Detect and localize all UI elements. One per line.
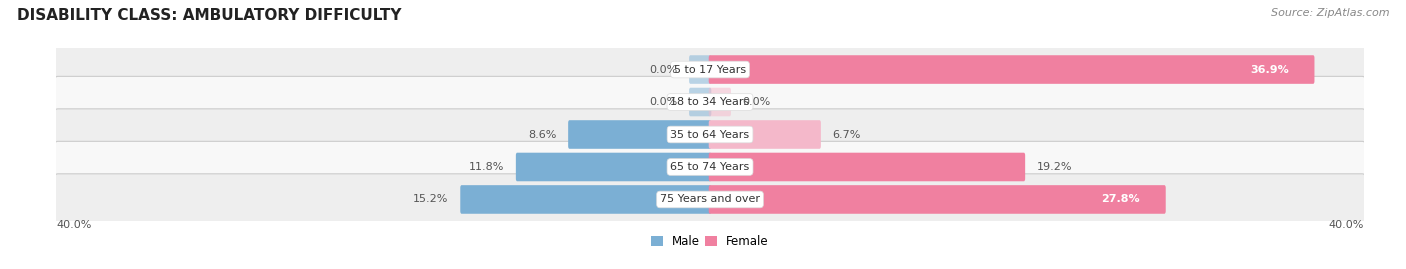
FancyBboxPatch shape — [53, 141, 1367, 193]
Text: 35 to 64 Years: 35 to 64 Years — [671, 129, 749, 140]
FancyBboxPatch shape — [689, 55, 711, 84]
Text: 11.8%: 11.8% — [468, 162, 505, 172]
FancyBboxPatch shape — [53, 109, 1367, 160]
Text: 18 to 34 Years: 18 to 34 Years — [671, 97, 749, 107]
FancyBboxPatch shape — [568, 120, 711, 149]
FancyBboxPatch shape — [709, 120, 821, 149]
Text: 75 Years and over: 75 Years and over — [659, 194, 761, 204]
FancyBboxPatch shape — [709, 153, 1025, 181]
Text: 15.2%: 15.2% — [413, 194, 449, 204]
FancyBboxPatch shape — [709, 185, 1166, 214]
Text: Source: ZipAtlas.com: Source: ZipAtlas.com — [1271, 8, 1389, 18]
Text: DISABILITY CLASS: AMBULATORY DIFFICULTY: DISABILITY CLASS: AMBULATORY DIFFICULTY — [17, 8, 401, 23]
FancyBboxPatch shape — [460, 185, 711, 214]
Text: 0.0%: 0.0% — [742, 97, 770, 107]
Text: 27.8%: 27.8% — [1101, 194, 1140, 204]
Text: 8.6%: 8.6% — [529, 129, 557, 140]
FancyBboxPatch shape — [53, 174, 1367, 225]
FancyBboxPatch shape — [709, 88, 731, 116]
Text: 65 to 74 Years: 65 to 74 Years — [671, 162, 749, 172]
Text: 40.0%: 40.0% — [56, 220, 91, 230]
FancyBboxPatch shape — [689, 88, 711, 116]
Legend: Male, Female: Male, Female — [647, 230, 773, 253]
Text: 40.0%: 40.0% — [1329, 220, 1364, 230]
FancyBboxPatch shape — [53, 76, 1367, 128]
Text: 19.2%: 19.2% — [1038, 162, 1073, 172]
Text: 5 to 17 Years: 5 to 17 Years — [673, 65, 747, 75]
Text: 0.0%: 0.0% — [650, 97, 678, 107]
Text: 0.0%: 0.0% — [650, 65, 678, 75]
Text: 6.7%: 6.7% — [832, 129, 860, 140]
FancyBboxPatch shape — [53, 44, 1367, 95]
FancyBboxPatch shape — [709, 55, 1315, 84]
FancyBboxPatch shape — [516, 153, 711, 181]
Text: 36.9%: 36.9% — [1250, 65, 1289, 75]
